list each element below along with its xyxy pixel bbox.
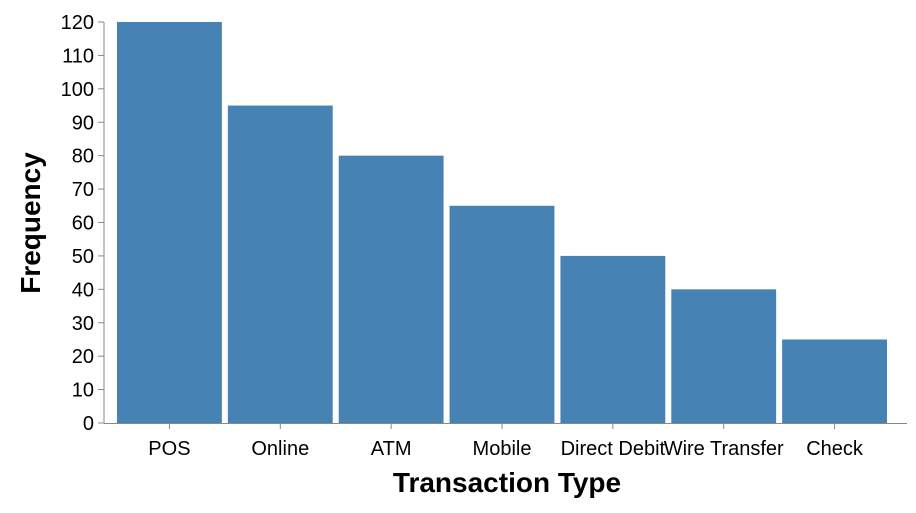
y-axis: 0 10 20 30 40 50 60 70 80 90 100 110 120	[61, 12, 105, 435]
x-tick-label: POS	[148, 438, 190, 460]
y-tick-label: 80	[72, 146, 94, 168]
x-tick-label: ATM	[371, 438, 412, 460]
y-tick-label: 120	[61, 12, 94, 34]
y-tick-label: 0	[83, 413, 94, 435]
y-tick-label: 50	[72, 246, 94, 268]
bar-mobile[interactable]	[449, 205, 555, 423]
bar-wire-transfer[interactable]	[671, 289, 777, 423]
y-tick-label: 20	[72, 346, 94, 368]
y-tick-label: 40	[72, 279, 94, 301]
bar-check[interactable]	[782, 339, 887, 423]
y-tick-label: 90	[72, 112, 94, 134]
x-tick-label: Mobile	[473, 438, 532, 460]
x-tick-label: Check	[806, 438, 864, 460]
y-tick-label: 100	[61, 79, 94, 101]
y-tick-label: 30	[72, 313, 94, 335]
x-tick-label: Wire Transfer	[664, 438, 784, 460]
y-axis-title: Frequency	[15, 152, 46, 294]
bar-atm[interactable]	[338, 155, 444, 423]
x-axis-title: Transaction Type	[393, 467, 621, 498]
y-tick-label: 70	[72, 179, 94, 201]
y-tick-label: 110	[62, 45, 94, 67]
bars	[117, 22, 887, 424]
y-tick-label: 10	[72, 380, 94, 402]
bar-pos[interactable]	[117, 22, 222, 423]
y-tick-label: 60	[72, 213, 94, 235]
bar-direct-debit[interactable]	[560, 255, 666, 423]
x-tick-label: Online	[251, 438, 309, 460]
bar-online[interactable]	[227, 105, 333, 424]
x-tick-label: Direct Debit	[561, 438, 666, 460]
